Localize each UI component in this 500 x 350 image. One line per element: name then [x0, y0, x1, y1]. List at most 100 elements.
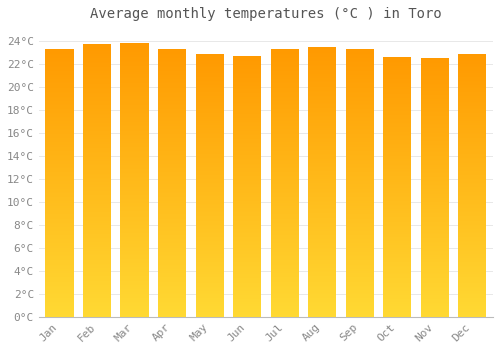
- Bar: [233, 168, 261, 169]
- Bar: [458, 94, 486, 95]
- Bar: [158, 117, 186, 118]
- Bar: [421, 222, 449, 224]
- Bar: [158, 226, 186, 227]
- Bar: [196, 201, 224, 203]
- Bar: [421, 170, 449, 172]
- Bar: [383, 189, 412, 191]
- Bar: [196, 297, 224, 299]
- Bar: [196, 230, 224, 231]
- Bar: [196, 119, 224, 120]
- Bar: [383, 107, 412, 109]
- Bar: [270, 266, 299, 267]
- Bar: [308, 174, 336, 175]
- Bar: [308, 49, 336, 50]
- Bar: [308, 196, 336, 197]
- Bar: [233, 167, 261, 168]
- Bar: [158, 50, 186, 51]
- Bar: [46, 303, 74, 305]
- Bar: [120, 314, 148, 315]
- Bar: [120, 206, 148, 207]
- Bar: [383, 158, 412, 160]
- Bar: [233, 233, 261, 235]
- Bar: [83, 259, 111, 261]
- Bar: [421, 68, 449, 70]
- Bar: [346, 231, 374, 232]
- Bar: [233, 69, 261, 70]
- Bar: [233, 165, 261, 167]
- Bar: [158, 205, 186, 207]
- Bar: [46, 167, 74, 168]
- Bar: [308, 92, 336, 93]
- Bar: [270, 81, 299, 82]
- Bar: [120, 102, 148, 103]
- Bar: [120, 285, 148, 287]
- Bar: [83, 217, 111, 219]
- Bar: [383, 157, 412, 158]
- Bar: [233, 219, 261, 220]
- Bar: [270, 118, 299, 120]
- Bar: [383, 113, 412, 114]
- Bar: [120, 108, 148, 110]
- Bar: [308, 104, 336, 105]
- Bar: [270, 150, 299, 152]
- Bar: [270, 88, 299, 89]
- Bar: [383, 137, 412, 139]
- Bar: [383, 210, 412, 211]
- Bar: [346, 168, 374, 169]
- Bar: [233, 223, 261, 224]
- Bar: [233, 315, 261, 317]
- Bar: [421, 202, 449, 203]
- Bar: [383, 155, 412, 157]
- Bar: [120, 61, 148, 62]
- Bar: [120, 74, 148, 76]
- Bar: [196, 254, 224, 255]
- Bar: [196, 103, 224, 104]
- Bar: [196, 110, 224, 111]
- Bar: [421, 264, 449, 265]
- Bar: [233, 246, 261, 247]
- Bar: [421, 102, 449, 103]
- Bar: [46, 196, 74, 197]
- Bar: [308, 223, 336, 224]
- Bar: [233, 151, 261, 152]
- Bar: [233, 118, 261, 120]
- Bar: [458, 131, 486, 132]
- Bar: [308, 221, 336, 223]
- Bar: [383, 315, 412, 317]
- Bar: [46, 307, 74, 309]
- Bar: [196, 175, 224, 176]
- Bar: [158, 133, 186, 134]
- Bar: [46, 188, 74, 189]
- Bar: [233, 281, 261, 283]
- Bar: [83, 288, 111, 289]
- Bar: [46, 144, 74, 145]
- Bar: [196, 144, 224, 145]
- Bar: [270, 129, 299, 131]
- Bar: [458, 252, 486, 254]
- Bar: [308, 224, 336, 225]
- Bar: [196, 203, 224, 204]
- Bar: [383, 253, 412, 254]
- Bar: [270, 255, 299, 257]
- Bar: [383, 249, 412, 251]
- Bar: [196, 155, 224, 157]
- Bar: [158, 286, 186, 287]
- Bar: [196, 296, 224, 297]
- Bar: [196, 243, 224, 245]
- Bar: [270, 204, 299, 205]
- Bar: [196, 96, 224, 98]
- Bar: [458, 276, 486, 278]
- Bar: [308, 142, 336, 143]
- Bar: [421, 59, 449, 61]
- Bar: [458, 70, 486, 71]
- Bar: [383, 61, 412, 62]
- Bar: [346, 71, 374, 73]
- Bar: [308, 239, 336, 240]
- Bar: [196, 102, 224, 103]
- Bar: [120, 222, 148, 224]
- Bar: [270, 314, 299, 315]
- Bar: [308, 288, 336, 290]
- Bar: [346, 81, 374, 82]
- Bar: [196, 251, 224, 252]
- Bar: [196, 195, 224, 196]
